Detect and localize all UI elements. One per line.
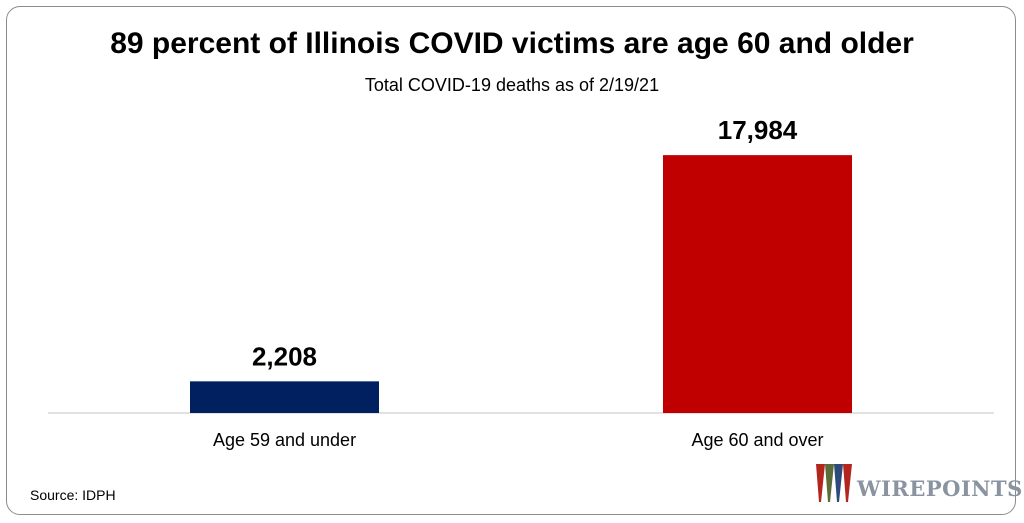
chart-subtitle: Total COVID-19 deaths as of 2/19/21 <box>364 75 660 95</box>
bar-1 <box>190 381 379 413</box>
category-label-1: Age 59 and under <box>213 430 356 450</box>
wirepoints-logo: WIREPOINTS <box>813 462 1022 506</box>
wirepoints-logo-text: WIREPOINTS <box>857 476 1023 501</box>
data-label-1: 2,208 <box>252 341 317 371</box>
wirepoints-logo-mark-icon <box>816 464 852 502</box>
data-label-2: 17,984 <box>718 115 798 145</box>
source-note: Source: IDPH <box>30 487 116 503</box>
category-label-2: Age 60 and over <box>691 430 823 450</box>
bar-2 <box>663 155 852 413</box>
chart-title: 89 percent of Illinois COVID victims are… <box>110 27 914 60</box>
